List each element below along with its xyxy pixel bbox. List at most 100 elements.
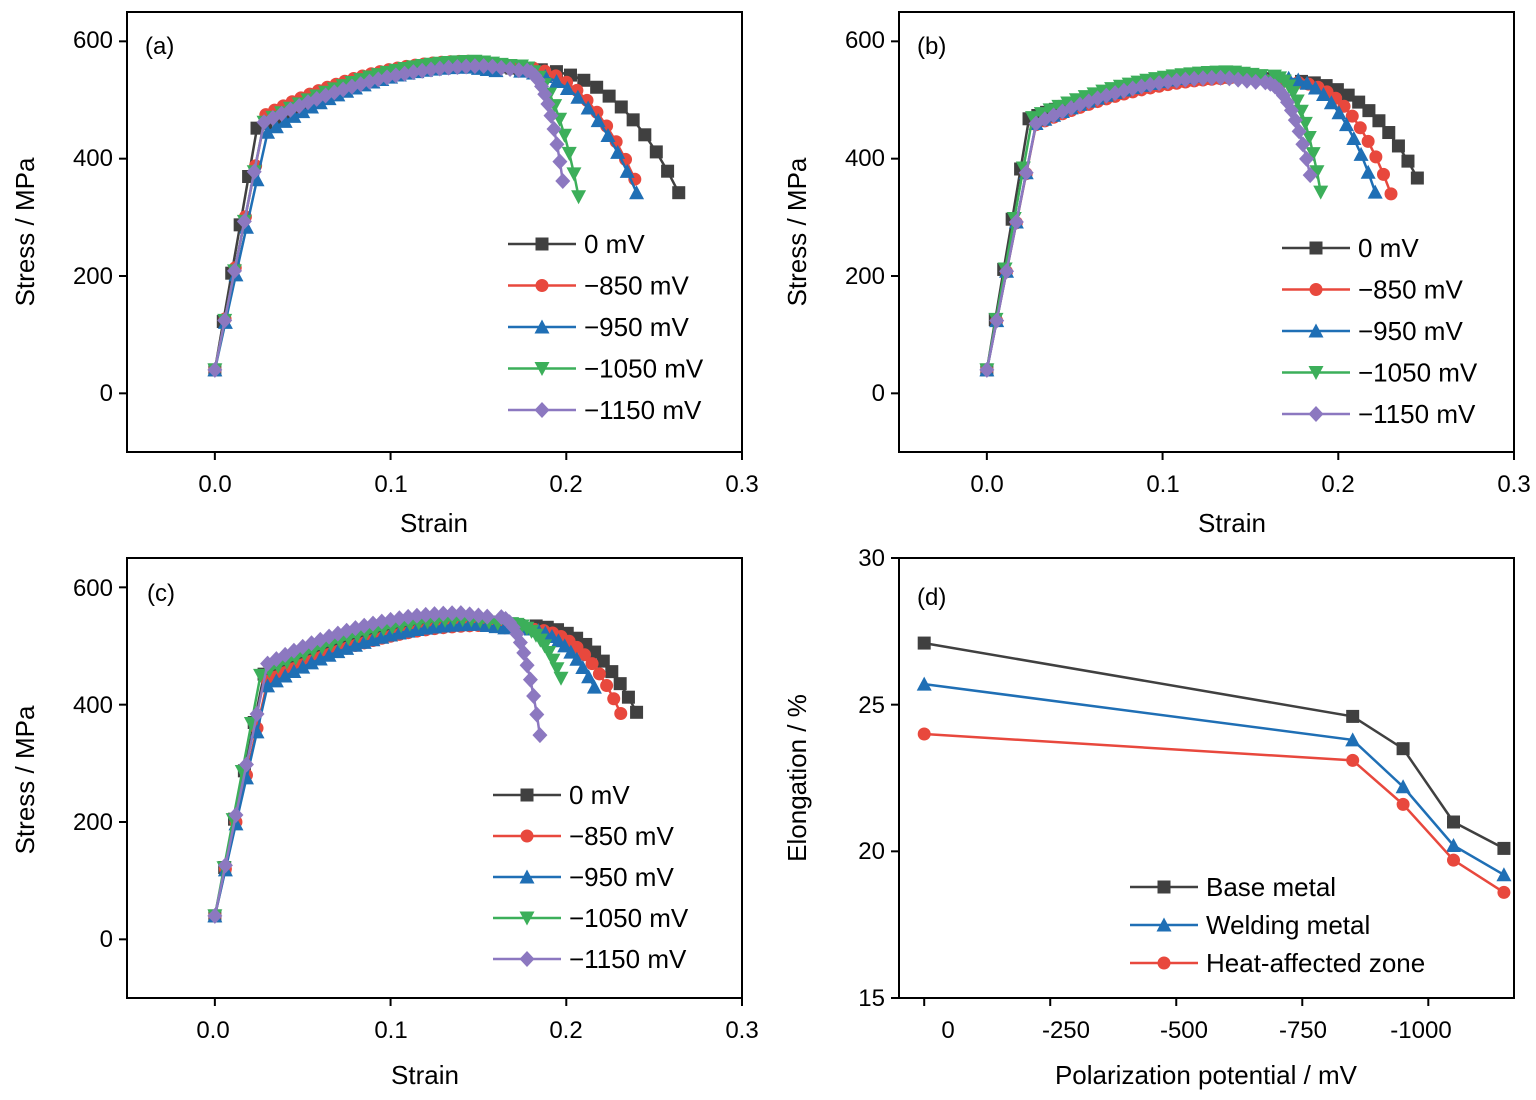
panel-d-xtick-0: 0 bbox=[941, 1017, 954, 1044]
panel-c-series-3-point-5 bbox=[253, 668, 269, 683]
panel-b-series-1-point-41 bbox=[1353, 121, 1367, 135]
panel-b: 0 mV −850 mV −950 mV −1050 mV −1150 mV (b) 0… bbox=[782, 11, 1531, 538]
panel-b-xtick-1: 0.1 bbox=[1146, 471, 1179, 498]
panel-b-series-1-point-45 bbox=[1384, 187, 1398, 201]
panel-b-legend-label-0: 0 mV bbox=[1358, 233, 1419, 263]
panel-a-ytick-3: 600 bbox=[73, 27, 113, 54]
panel-c-series-1-point-40 bbox=[578, 648, 592, 662]
panel-c-xtick-3: 0.3 bbox=[725, 1017, 758, 1044]
panel-a-series-4-point-1 bbox=[217, 312, 233, 329]
panel-b-series-4-point-28 bbox=[1230, 71, 1246, 88]
panel-c-ytick-3: 600 bbox=[73, 575, 113, 602]
panel-b-series-2-point-44 bbox=[1367, 184, 1383, 199]
panel-a-series-4 bbox=[207, 57, 571, 378]
panel-a-series-4-point-24 bbox=[423, 61, 439, 78]
panel-c-series-2-point-32 bbox=[497, 620, 513, 635]
panel-a-series-0-point-46 bbox=[661, 164, 675, 178]
panel-c-series-2-point-9 bbox=[295, 659, 311, 674]
panel-b-series-4-point-21 bbox=[1169, 72, 1185, 89]
panel-b-series-4-point-40 bbox=[1295, 136, 1311, 153]
panel-b-series-4-point-25 bbox=[1204, 69, 1220, 86]
panel-b-series-4-point-39 bbox=[1291, 123, 1307, 140]
panel-a-series-4-point-27 bbox=[449, 58, 465, 75]
panel-c-series-3-point-44 bbox=[553, 671, 569, 686]
panel-a-series-4-point-43 bbox=[546, 121, 562, 138]
panel-a-series-0-point-47 bbox=[672, 186, 686, 200]
panel-a-xtick-1: 0.1 bbox=[374, 471, 407, 498]
panel-a-xlabel: Strain bbox=[400, 508, 468, 538]
panel-c: 0 mV −850 mV −950 mV −1050 mV −1150 mV (c) 0… bbox=[10, 557, 759, 1090]
panel-a-series-0-point-41 bbox=[602, 89, 616, 103]
panel-c-series-4-point-24 bbox=[427, 606, 442, 623]
panel-a-xtick-3: 0.3 bbox=[725, 471, 758, 498]
panel-a-ytick-0: 0 bbox=[100, 380, 113, 407]
panel-c-series-2-point-7 bbox=[277, 668, 293, 683]
panel-d-frame bbox=[898, 557, 1515, 999]
panel-a-series-0-point-40 bbox=[590, 80, 604, 94]
panel-b-series-4-point-20 bbox=[1160, 73, 1176, 90]
panel-c-series-4-point-21 bbox=[400, 608, 416, 625]
panel-b-series-3-point-43 bbox=[1313, 185, 1329, 200]
panel-b-series-3-point-31 bbox=[1253, 69, 1269, 84]
panel-c-series-1-point-43 bbox=[600, 679, 614, 693]
panel-b-series-3-point-9 bbox=[1060, 96, 1076, 111]
panel-c-series-4-point-20 bbox=[391, 610, 407, 627]
panel-c-series-4-point-38 bbox=[519, 657, 535, 674]
panel-a-series-0-point-39 bbox=[577, 73, 591, 87]
panel-c-series-4-point-1 bbox=[217, 857, 233, 874]
panel-b-legend-marker-2-point-0 bbox=[1308, 323, 1324, 338]
panel-d-legend-marker-1-point-0 bbox=[1156, 917, 1172, 932]
panel-a-series-4-point-41 bbox=[540, 96, 556, 113]
panel-d-series-1 bbox=[916, 676, 1512, 882]
panel-d-series-1-point-0 bbox=[916, 676, 932, 691]
panel-b-legend-label-2: −950 mV bbox=[1358, 316, 1463, 346]
panel-b-series-4-point-22 bbox=[1177, 71, 1193, 88]
panel-b-series-3-point-5 bbox=[1025, 111, 1041, 126]
panel-d-series-0-line bbox=[923, 641, 1505, 850]
panel-b-legend: 0 mV −850 mV −950 mV −1050 mV −1150 mV bbox=[1282, 233, 1478, 429]
panel-d-series-1-point-1 bbox=[1345, 732, 1361, 747]
panel-b-ytick-0: 0 bbox=[872, 380, 885, 407]
panel-c-series-4-point-23 bbox=[418, 606, 434, 623]
panel-b-series-2-point-40 bbox=[1338, 117, 1354, 132]
panel-b-series-3-point-37 bbox=[1289, 94, 1305, 109]
panel-b-series-2-point-43 bbox=[1360, 164, 1376, 179]
panel-a-series-3 bbox=[207, 54, 587, 378]
panel-a-series-4-point-29 bbox=[467, 58, 483, 75]
panel-b-series-0-point-42 bbox=[1372, 114, 1386, 128]
panel-b-series-0-point-44 bbox=[1391, 139, 1405, 153]
panel-b-series-4-point-2 bbox=[999, 263, 1015, 280]
panel-b-series-2-point-36 bbox=[1307, 80, 1323, 95]
panel-a-series-2-point-43 bbox=[629, 185, 645, 200]
panel-c-series-4-point-26 bbox=[444, 605, 460, 622]
panel-a-legend-label-2: −950 mV bbox=[584, 312, 689, 342]
panel-a-legend-label-4: −1150 mV bbox=[584, 395, 702, 425]
panel-b-series-4-point-41 bbox=[1299, 150, 1315, 167]
panel-c-series-2-point-6 bbox=[268, 673, 284, 688]
panel-a-series-2-point-39 bbox=[590, 113, 606, 128]
panel-b-series-3-point-40 bbox=[1301, 130, 1317, 145]
panel-b-series-3-point-6 bbox=[1033, 107, 1049, 122]
panel-d-series-2-point-4 bbox=[1497, 885, 1511, 899]
panel-a-series-4-point-28 bbox=[458, 58, 474, 75]
panel-d-ytick-0: 15 bbox=[858, 985, 885, 1012]
panel-c-series-2-point-10 bbox=[304, 655, 319, 670]
panel-c-series-4-point-42 bbox=[532, 727, 548, 744]
panel-d-ytick-1: 20 bbox=[858, 838, 885, 865]
panel-c-series-2-point-12 bbox=[321, 647, 337, 662]
panel-d-legend: Base metal Welding metal Heat-affected zon… bbox=[1130, 872, 1425, 978]
panel-a-series-2-point-5 bbox=[260, 124, 276, 139]
panel-c-legend-marker-0-point-0 bbox=[520, 788, 534, 802]
panel-c-series-1-point-45 bbox=[614, 706, 628, 720]
panel-a-series-2-point-9 bbox=[295, 104, 311, 119]
panel-a-series-3-point-44 bbox=[566, 167, 582, 182]
panel-c-series-4-point-0 bbox=[207, 907, 223, 924]
panel-c-series-2-point-42 bbox=[575, 659, 591, 674]
panel-b-xtick-0: 0.0 bbox=[970, 471, 1003, 498]
panel-b-series-3-point-42 bbox=[1309, 165, 1325, 180]
panel-a-series-2-point-7 bbox=[277, 113, 293, 128]
panel-b-series-2-point-38 bbox=[1323, 95, 1339, 110]
panel-a-series-4-point-31 bbox=[484, 58, 500, 75]
panel-c-ticks bbox=[119, 586, 743, 1006]
panel-b-series-0-point-45 bbox=[1401, 154, 1415, 168]
